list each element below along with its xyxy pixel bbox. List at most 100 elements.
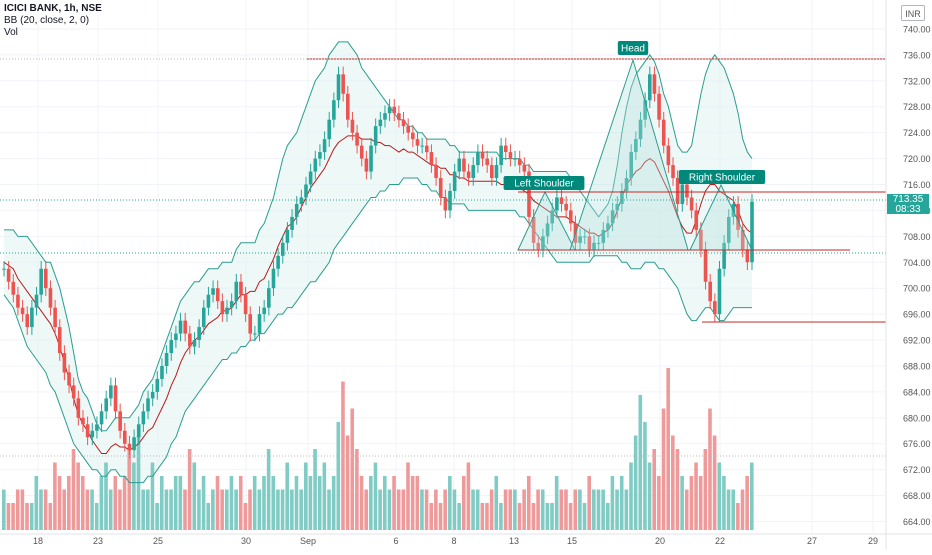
candle-body [48,288,53,308]
volume-bar [671,435,675,530]
volume-bar [624,489,629,530]
left-shoulder-label: Left Shoulder [514,179,574,190]
x-tick-label: 23 [93,536,103,546]
volume-bar [43,489,48,530]
candle-body [490,165,494,179]
candle-body [150,391,155,399]
candle-body [336,74,341,101]
candle-body [503,145,508,153]
candle-body [183,320,187,334]
volume-bar [443,489,447,530]
candle-body [174,333,178,341]
bb-lower-line [3,177,752,484]
volume-bar [317,476,322,530]
volume-bar [299,489,303,530]
candle-body [587,236,592,250]
candle-body [2,268,6,270]
volume-bar [220,489,224,530]
candle-body [569,210,573,224]
volume-bar [531,503,536,530]
volume-bar [638,395,643,530]
volume-bar [485,503,489,530]
candle-body [85,424,90,438]
candle-body [127,443,132,451]
candle-body [550,210,555,224]
volume-bar [452,489,457,530]
volume-bar [229,476,234,530]
candle-body [243,294,248,315]
candle-body [466,171,471,179]
volume-bar [471,489,475,530]
candle-body [726,216,731,243]
x-tick-label: 25 [153,536,163,546]
volume-bar [266,449,271,530]
candle-body [122,430,127,444]
candle-body [689,197,694,211]
candle-body [541,236,545,250]
candle-body [304,184,308,198]
volume-bar [680,476,684,530]
volume-bar [359,476,364,530]
volume-bar [20,489,25,530]
volume-bar [71,449,76,530]
volume-bar [750,462,754,530]
candle-body [499,145,503,166]
candle-body [448,190,452,211]
candle-body [522,165,527,172]
candle-body [411,132,415,140]
candle-body [239,281,243,295]
volume-bar [252,476,257,530]
candle-body [443,197,448,211]
volume-bar [355,449,359,530]
volume-bar [429,503,434,530]
volume-bar [387,489,392,530]
volume-bar [331,476,336,530]
head-label: Head [621,44,645,55]
volume-bar [85,489,90,530]
candle-body [675,178,680,204]
volume-bar [280,489,285,530]
candle-body [745,249,750,263]
bb-band-fill [4,41,752,483]
candle-body [313,158,318,172]
volume-bar [285,462,290,530]
volume-bar [592,489,596,530]
candle-body [420,145,424,147]
volume-bar [554,476,559,530]
right-shoulder-label-bg [678,170,766,184]
volume-bar [118,489,122,530]
candle-body [20,307,25,315]
volume-bar [57,476,62,530]
candle-body [11,281,16,295]
volume-bar [94,503,99,530]
volume-bar [717,462,722,530]
symbol-title[interactable]: ICICI BANK, 1h, NSE [4,3,102,14]
volume-bar [173,476,178,530]
volume-bar [578,489,582,530]
candle-body [62,353,67,373]
bb-indicator-label[interactable]: BB (20, close, 2, 0) [4,15,90,26]
candle-body [406,126,410,133]
candle-body [211,288,215,295]
y-tick-label: 664.00 [903,517,931,527]
volume-indicator-label[interactable]: Vol [4,27,18,38]
volume-bar [615,489,619,530]
candle-body [276,255,280,269]
currency-label[interactable]: INR [901,5,925,21]
volume-bar [448,476,452,530]
x-tick-label: 30 [241,536,251,546]
volume-bar [183,489,187,530]
candle-body [638,119,643,140]
volume-bar [438,503,443,530]
volume-bar [540,489,545,530]
volume-bar [740,489,745,530]
candle-body [308,171,313,185]
candle-body [462,158,466,172]
volume-bar [415,476,420,530]
candle-body [606,223,610,230]
candle-body [146,398,150,412]
volume-bar [396,489,401,530]
volume-bar [559,489,564,530]
